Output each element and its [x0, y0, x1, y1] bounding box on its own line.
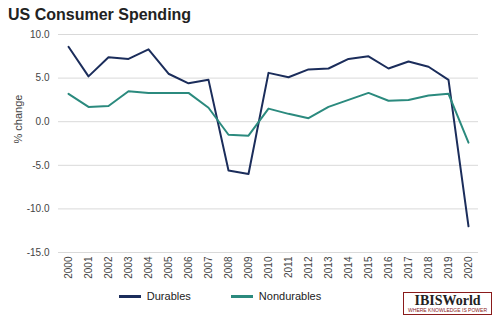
- svg-text:-10.0: -10.0: [27, 203, 50, 214]
- svg-text:2018: 2018: [423, 256, 434, 279]
- html-text:Nondurables: Nondurables: [258, 290, 322, 302]
- svg-text:5.0: 5.0: [36, 72, 50, 83]
- html-text:Where Knowledge is Power: Where Knowledge is Power: [408, 307, 487, 313]
- svg-text:2019: 2019: [443, 256, 454, 279]
- html-text:Durables: Durables: [146, 290, 191, 302]
- html-text:US Consumer Spending: US Consumer Spending: [8, 6, 192, 23]
- svg-text:2009: 2009: [243, 256, 254, 279]
- svg-text:2005: 2005: [163, 256, 174, 279]
- svg-text:2016: 2016: [383, 256, 394, 279]
- svg-text:2017: 2017: [403, 256, 414, 279]
- svg-text:2012: 2012: [303, 256, 314, 279]
- svg-text:2003: 2003: [123, 256, 134, 279]
- svg-text:-5.0: -5.0: [32, 160, 50, 171]
- svg-text:10.0: 10.0: [30, 29, 50, 40]
- svg-text:2002: 2002: [103, 256, 114, 279]
- svg-text:% change: % change: [12, 95, 24, 144]
- svg-text:2001: 2001: [83, 256, 94, 279]
- svg-text:-15.0: -15.0: [27, 247, 50, 258]
- svg-text:2013: 2013: [323, 256, 334, 279]
- svg-text:2007: 2007: [203, 256, 214, 279]
- html-text:IBISWorld: IBISWorld: [414, 293, 481, 308]
- svg-text:2015: 2015: [363, 256, 374, 279]
- svg-text:0.0: 0.0: [36, 116, 50, 127]
- svg-text:2020: 2020: [463, 256, 474, 279]
- svg-text:2011: 2011: [283, 256, 294, 278]
- svg-text:2000: 2000: [63, 256, 74, 279]
- svg-text:2006: 2006: [183, 256, 194, 279]
- svg-text:2010: 2010: [263, 256, 274, 279]
- svg-text:2004: 2004: [143, 256, 154, 279]
- svg-text:2014: 2014: [343, 256, 354, 279]
- svg-text:2008: 2008: [223, 256, 234, 279]
